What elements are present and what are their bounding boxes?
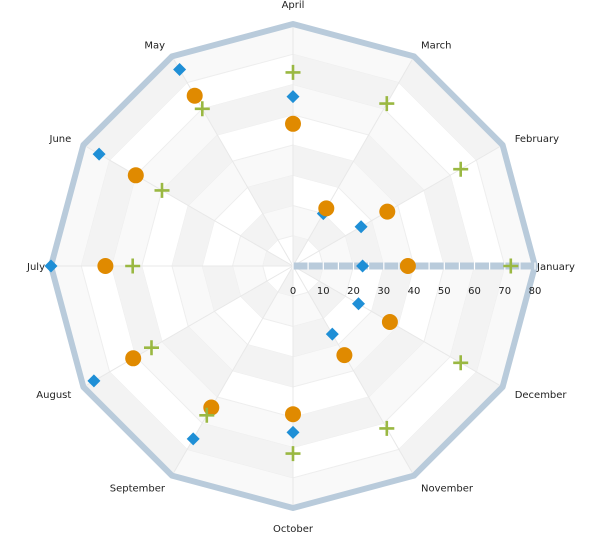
grid-sector xyxy=(345,220,384,266)
grid-sector xyxy=(293,54,399,109)
grid-sector xyxy=(293,145,354,188)
point-diamond-february xyxy=(354,220,368,234)
category-label-november: November xyxy=(421,484,474,495)
point-plus-january xyxy=(503,258,519,274)
radial-tick-label: 0 xyxy=(290,286,296,297)
point-circle-may xyxy=(186,87,203,104)
category-label-may: May xyxy=(144,40,165,51)
radial-tick-label: 10 xyxy=(317,286,330,297)
category-label-january: January xyxy=(536,262,575,273)
radial-tick-label: 70 xyxy=(498,286,511,297)
grid-sector xyxy=(247,175,293,214)
point-diamond-january xyxy=(356,259,370,273)
point-circle-january xyxy=(399,258,416,274)
radial-tick-labels: 0 10 20 30 40 50 60 70 80 xyxy=(290,286,542,297)
category-label-april: April xyxy=(282,0,305,11)
point-plus-september xyxy=(199,407,215,423)
category-label-march: March xyxy=(421,40,451,51)
point-plus-december xyxy=(453,355,469,371)
category-label-october: October xyxy=(273,524,314,534)
grid-sector xyxy=(424,175,475,266)
point-diamond-october xyxy=(286,425,300,439)
grid-sector xyxy=(398,371,503,476)
point-diamond-july xyxy=(44,259,58,273)
category-label-july: July xyxy=(26,262,45,273)
spoke-august xyxy=(83,265,294,388)
radial-tick-label: 20 xyxy=(347,286,360,297)
grid-sector xyxy=(81,160,136,266)
point-diamond-november xyxy=(325,327,339,341)
angular-gridlines xyxy=(51,24,535,508)
point-plus-june xyxy=(154,182,170,198)
spoke-february xyxy=(292,144,503,267)
grid-sector xyxy=(371,266,414,327)
category-label-february: February xyxy=(515,134,559,145)
point-circle-november xyxy=(336,347,353,364)
radial-tick-label: 60 xyxy=(468,286,481,297)
spoke-june xyxy=(83,144,294,267)
grid-sector xyxy=(187,423,293,478)
grid-sector xyxy=(240,213,278,251)
point-circle-february xyxy=(379,203,396,220)
point-diamond-may xyxy=(173,63,187,76)
grid-sector xyxy=(353,326,424,397)
point-diamond-april xyxy=(286,90,300,104)
point-plus-november xyxy=(379,420,395,436)
category-labels: January February March April May June July Augu… xyxy=(26,0,575,534)
grid-sector xyxy=(162,326,233,397)
point-circle-april xyxy=(285,115,301,132)
point-plus-october xyxy=(285,446,301,462)
grid-sector xyxy=(398,56,503,161)
grid-sector xyxy=(308,281,346,319)
grid-sector xyxy=(172,205,215,266)
grid-sector xyxy=(240,281,278,319)
data-points xyxy=(44,63,519,462)
grid-sector xyxy=(202,266,241,312)
grid-sector xyxy=(450,266,505,372)
grid-sector xyxy=(262,250,293,266)
point-plus-march xyxy=(379,96,395,112)
grid-sector xyxy=(111,266,162,357)
grid-sector xyxy=(277,266,293,297)
point-circle-december xyxy=(381,314,398,330)
grid-sector xyxy=(232,344,293,387)
point-plus-april xyxy=(285,64,301,80)
radial-tick-label: 30 xyxy=(377,286,390,297)
spoke-march xyxy=(292,56,415,267)
category-label-december: December xyxy=(515,390,568,401)
point-plus-may xyxy=(194,101,210,117)
grid-sector xyxy=(83,371,188,476)
point-circle-june xyxy=(127,167,144,184)
point-circle-july xyxy=(97,258,114,274)
category-label-august: August xyxy=(36,390,71,401)
point-diamond-june xyxy=(92,147,106,161)
point-plus-august xyxy=(144,340,159,356)
category-label-june: June xyxy=(49,134,72,145)
grid-sector xyxy=(293,266,324,282)
radial-tick-label: 50 xyxy=(438,286,451,297)
grid-sector xyxy=(293,397,384,448)
grid-sector xyxy=(293,318,339,357)
grid-sector xyxy=(83,56,188,161)
spoke-december xyxy=(292,265,503,388)
grid-sector xyxy=(162,135,233,206)
point-diamond-december xyxy=(352,297,365,311)
point-circle-august xyxy=(125,350,142,367)
grid-sector xyxy=(293,235,309,266)
spoke-november xyxy=(292,265,415,476)
point-plus-february xyxy=(453,161,469,177)
point-diamond-september xyxy=(186,432,200,446)
point-circle-october xyxy=(285,406,301,423)
radial-tick-label: 40 xyxy=(408,286,421,297)
radial-tick-label: 80 xyxy=(529,286,542,297)
point-plus-july xyxy=(125,258,141,274)
point-circle-march xyxy=(318,200,335,217)
category-label-september: September xyxy=(110,484,166,495)
grid-sector xyxy=(353,135,424,206)
grid-sector xyxy=(202,84,293,135)
grid-sector xyxy=(308,213,346,251)
point-diamond-august xyxy=(87,374,101,388)
